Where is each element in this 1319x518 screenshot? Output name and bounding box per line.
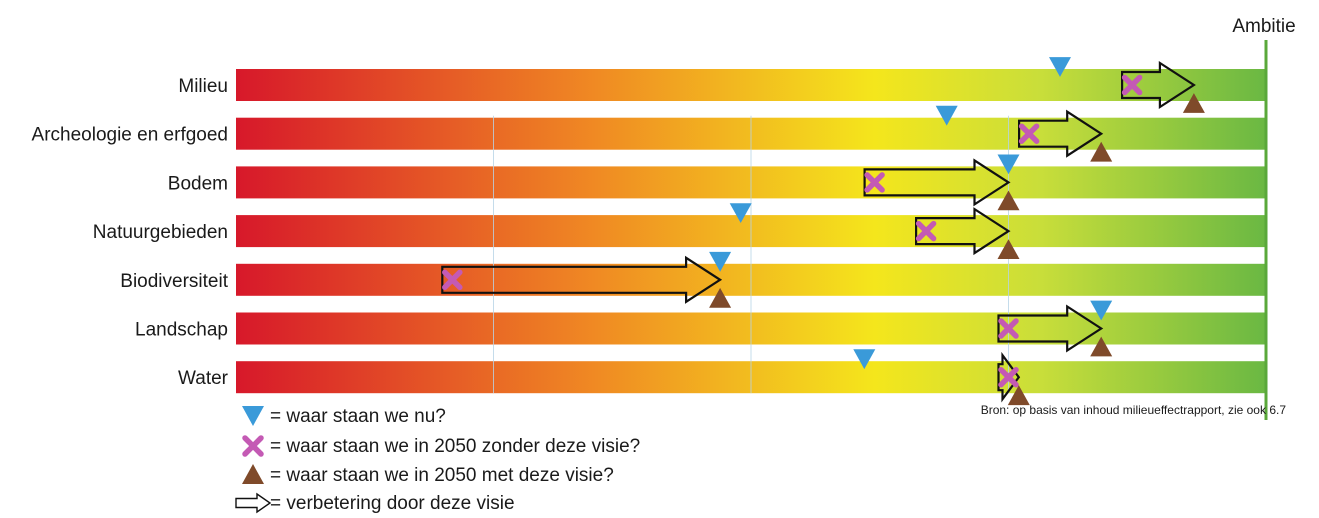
category-label: Natuurgebieden <box>93 222 228 243</box>
improvement-arrow <box>997 304 1104 353</box>
without-vision-marker <box>998 366 1019 388</box>
source-note: Bron: op basis van inhoud milieueffectra… <box>981 403 1287 417</box>
with-vision-marker <box>709 287 732 308</box>
category-label: Landschap <box>135 320 228 341</box>
without-vision-marker <box>1018 123 1040 144</box>
without-vision-marker <box>442 269 463 291</box>
category-label: Archeologie en erfgoed <box>32 125 228 146</box>
legend-entry: = waar staan we in 2050 zonder deze visi… <box>270 436 640 457</box>
now-marker <box>997 154 1020 175</box>
without-vision-marker <box>915 220 937 242</box>
now-marker <box>935 105 958 126</box>
now-marker <box>1049 57 1071 77</box>
now-marker <box>709 251 732 272</box>
legend-entry: = waar staan we nu? <box>270 406 446 427</box>
improvement-arrow <box>997 351 1021 403</box>
bar-0 <box>236 69 1266 101</box>
improvement-arrow <box>441 255 723 304</box>
improvement-arrow <box>1018 109 1104 158</box>
with-vision-marker <box>997 239 1020 259</box>
bars-layer: Milieu Archeologie en erfgoed Bodem Natuurg… <box>32 69 1266 394</box>
category-label: Water <box>178 368 229 389</box>
now-marker <box>729 203 752 223</box>
without-vision-marker <box>864 172 885 193</box>
improvement-arrow <box>1121 60 1196 110</box>
category-label: Biodiversiteit <box>120 271 228 292</box>
ambition-label: Ambitie <box>1232 16 1295 37</box>
with-vision-marker <box>997 190 1020 211</box>
legend-arrow-icon <box>235 492 272 514</box>
with-vision-marker <box>1007 385 1030 406</box>
category-label: Bodem <box>168 173 228 194</box>
without-vision-marker <box>1121 74 1143 96</box>
now-marker <box>853 349 876 370</box>
legend-without-icon <box>242 435 264 457</box>
now-marker <box>1090 300 1113 321</box>
legend: = waar staan we nu? = waar staan we in 20… <box>235 406 640 514</box>
legend-entry: = waar staan we in 2050 met deze visie? <box>270 465 614 486</box>
improvement-arrow <box>915 207 1011 256</box>
legend-now-icon <box>242 406 264 426</box>
marks-layer <box>441 57 1205 406</box>
category-label: Milieu <box>178 76 228 97</box>
improvement-arrow <box>863 158 1011 207</box>
without-vision-marker <box>998 318 1019 339</box>
with-vision-marker <box>1090 336 1113 357</box>
legend-with-icon <box>242 464 264 484</box>
with-vision-marker <box>1090 141 1113 162</box>
with-vision-marker <box>1182 93 1205 113</box>
legend-entry: = verbetering door deze visie <box>270 493 515 514</box>
